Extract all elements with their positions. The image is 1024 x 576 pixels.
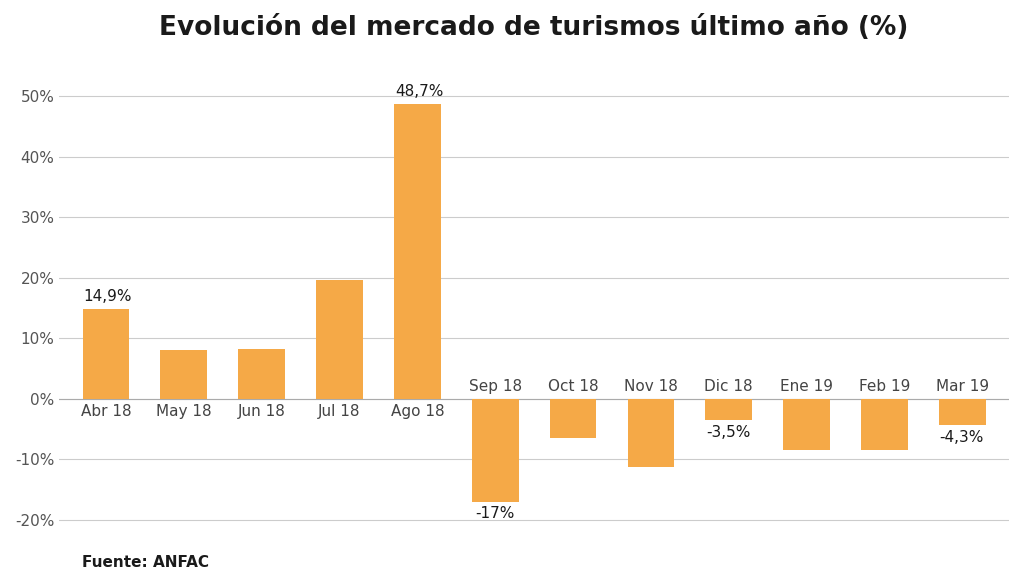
Text: Ago 18: Ago 18 (390, 404, 444, 419)
Text: Abr 18: Abr 18 (81, 404, 131, 419)
Text: 14,9%: 14,9% (83, 289, 132, 304)
Bar (628, 399, 674, 467)
Text: Ene 19: Ene 19 (780, 379, 834, 394)
Text: Sep 18: Sep 18 (469, 379, 522, 394)
Text: -3,5%: -3,5% (707, 425, 751, 440)
Text: May 18: May 18 (156, 404, 212, 419)
Text: -17%: -17% (475, 506, 515, 521)
Text: Nov 18: Nov 18 (624, 379, 678, 394)
Text: Dic 18: Dic 18 (705, 379, 753, 394)
Text: 48,7%: 48,7% (395, 84, 443, 99)
Bar (239, 348, 285, 399)
Title: Evolución del mercado de turismos último año (%): Evolución del mercado de turismos último… (160, 15, 909, 41)
Text: Jul 18: Jul 18 (318, 404, 360, 419)
Bar (83, 309, 129, 399)
Text: Oct 18: Oct 18 (548, 379, 598, 394)
Text: Feb 19: Feb 19 (859, 379, 910, 394)
Text: Fuente: ANFAC: Fuente: ANFAC (82, 555, 209, 570)
Bar (783, 399, 829, 450)
Bar (939, 399, 986, 425)
Text: Jun 18: Jun 18 (238, 404, 286, 419)
Text: -4,3%: -4,3% (940, 430, 984, 445)
Bar (706, 399, 752, 420)
Bar (161, 350, 207, 399)
Bar (861, 399, 908, 450)
Bar (550, 399, 596, 438)
Bar (472, 399, 518, 502)
Text: Mar 19: Mar 19 (936, 379, 989, 394)
Bar (316, 279, 362, 399)
Bar (394, 104, 440, 399)
